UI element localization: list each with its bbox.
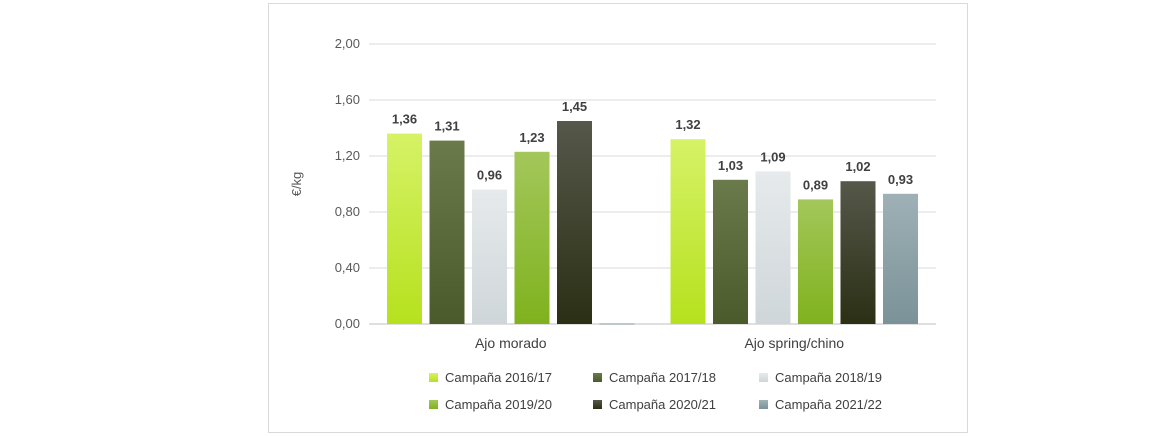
y-tick-label: 0,40	[335, 260, 360, 275]
bar	[429, 140, 465, 324]
legend-label: Campaña 2018/19	[775, 370, 882, 385]
bar	[514, 151, 550, 324]
legend-label: Campaña 2020/21	[609, 397, 716, 412]
bar	[387, 133, 422, 324]
legend-label: Campaña 2016/17	[445, 370, 552, 385]
y-tick-label: 2,00	[335, 36, 360, 51]
bar	[883, 193, 918, 324]
data-label: 0,93	[888, 172, 913, 187]
x-category-label: Ajo morado	[475, 335, 547, 351]
data-label: 0,89	[803, 177, 828, 192]
legend-label: Campaña 2019/20	[445, 397, 552, 412]
bar	[798, 199, 833, 324]
legend-item: Campaña 2020/21	[593, 397, 716, 412]
data-label: 1,32	[675, 117, 700, 132]
legend-swatch	[759, 400, 768, 409]
legend-item: Campaña 2018/19	[759, 370, 882, 385]
y-axis-label: €/kg	[289, 172, 304, 197]
bar	[840, 181, 876, 324]
legend-item: Campaña 2019/20	[429, 397, 552, 412]
data-label: 1,03	[718, 158, 743, 173]
legend-swatch	[429, 373, 438, 382]
legend-label: Campaña 2017/18	[609, 370, 716, 385]
data-label: 1,36	[392, 112, 417, 127]
bar	[557, 121, 592, 324]
bar	[472, 189, 507, 324]
data-label: 1,45	[562, 99, 587, 114]
data-label: 0,96	[477, 168, 502, 183]
bar-chart: 0,00 0,40 0,80 1,20 1,60 2,00 €/kg 1,36 1,31 0,…	[289, 36, 936, 412]
x-category-label: Ajo spring/chino	[744, 335, 844, 351]
legend-item: Campaña 2021/22	[759, 397, 882, 412]
data-label: 1,31	[434, 119, 459, 134]
bar	[670, 139, 706, 324]
chart-frame: 0,00 0,40 0,80 1,20 1,60 2,00 €/kg 1,36 1,31 0,…	[268, 3, 968, 433]
y-tick-label: 0,00	[335, 316, 360, 331]
data-label: 1,02	[845, 159, 870, 174]
data-label: 1,23	[519, 130, 544, 145]
legend: Campaña 2016/17 Campaña 2017/18 Campaña 20…	[429, 370, 882, 412]
legend-item: Campaña 2017/18	[593, 370, 716, 385]
legend-label: Campaña 2021/22	[775, 397, 882, 412]
legend-item: Campaña 2016/17	[429, 370, 552, 385]
bar	[755, 171, 791, 324]
y-tick-label: 0,80	[335, 204, 360, 219]
legend-swatch	[593, 373, 602, 382]
y-tick-label: 1,20	[335, 148, 360, 163]
x-axis-categories: Ajo morado Ajo spring/chino	[475, 335, 844, 351]
y-tick-label: 1,60	[335, 92, 360, 107]
data-labels: 1,36 1,31 0,96 1,23 1,45 1,32 1,03 1,09 0,89 1,02…	[392, 99, 913, 192]
legend-swatch	[593, 400, 602, 409]
data-label: 1,09	[760, 149, 785, 164]
legend-swatch	[429, 400, 438, 409]
legend-swatch	[759, 373, 768, 382]
bar	[713, 179, 748, 324]
bars	[387, 121, 918, 325]
y-axis-ticks: 0,00 0,40 0,80 1,20 1,60 2,00	[335, 36, 360, 331]
